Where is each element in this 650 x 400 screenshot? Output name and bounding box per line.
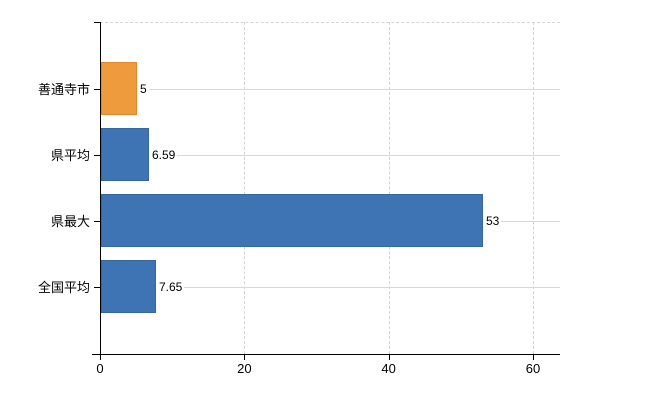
bar [101, 260, 156, 313]
bar [101, 128, 149, 181]
gridline-vertical [533, 22, 534, 354]
category-label: 善通寺市 [37, 82, 90, 97]
y-axis-tick [94, 155, 100, 156]
y-axis-tick [94, 287, 100, 288]
x-axis-tick [100, 354, 101, 360]
plot-top-border [100, 22, 560, 23]
y-axis-top-tick [94, 22, 100, 23]
gridline-horizontal [101, 155, 560, 156]
gridline-vertical [388, 22, 390, 354]
value-label: 7.65 [156, 279, 185, 295]
x-tick-label: 40 [381, 361, 396, 376]
category-label: 全国平均 [37, 280, 90, 295]
bar [101, 194, 483, 247]
x-tick-label: 20 [237, 361, 252, 376]
y-axis-tick [94, 221, 100, 222]
x-axis-tick [388, 354, 390, 360]
x-axis-line [92, 354, 560, 355]
y-axis-line [100, 22, 101, 354]
x-axis-tick [533, 354, 534, 360]
bar [101, 62, 137, 115]
category-label: 県最大 [50, 214, 90, 229]
x-tick-label: 60 [525, 361, 541, 376]
x-axis-tick [244, 354, 246, 360]
value-label: 53 [483, 213, 502, 229]
gridline-horizontal [101, 287, 560, 288]
x-tick-label: 0 [96, 361, 104, 376]
value-label: 5 [137, 81, 149, 97]
gridline-vertical [244, 22, 246, 354]
value-label: 6.59 [149, 147, 178, 163]
y-axis-tick [94, 89, 100, 90]
category-label: 県平均 [50, 148, 90, 163]
gridline-horizontal [101, 89, 560, 90]
